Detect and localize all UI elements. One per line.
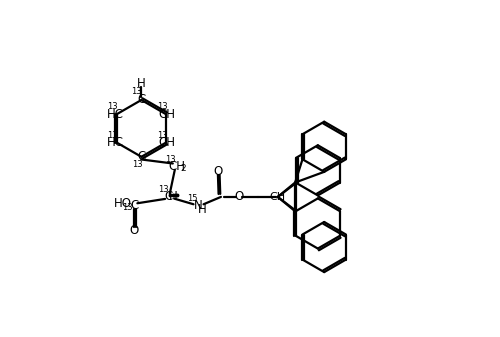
Text: H: H (169, 190, 178, 204)
Text: HO: HO (114, 197, 132, 210)
Text: H: H (198, 204, 207, 216)
Text: 2: 2 (180, 164, 186, 173)
Text: HC: HC (106, 136, 124, 149)
Text: CH: CH (159, 136, 176, 149)
Text: CH: CH (270, 192, 285, 202)
Text: 13: 13 (165, 155, 175, 164)
Text: C: C (130, 199, 138, 212)
Text: 13: 13 (132, 87, 142, 96)
Text: 13: 13 (108, 131, 118, 140)
Text: HC: HC (106, 108, 124, 121)
Text: 13: 13 (108, 102, 118, 111)
Text: 13: 13 (132, 160, 142, 168)
Text: CH: CH (168, 160, 186, 173)
Text: C: C (138, 93, 145, 106)
Text: 13: 13 (158, 185, 168, 194)
Text: 15: 15 (187, 194, 198, 203)
Text: O: O (130, 224, 138, 237)
Text: O: O (214, 165, 223, 178)
Text: O: O (234, 190, 244, 204)
Text: 13: 13 (156, 102, 168, 111)
Text: C: C (164, 190, 172, 204)
Text: 13: 13 (122, 203, 132, 212)
Text: N: N (194, 200, 203, 212)
Text: 13: 13 (156, 131, 168, 140)
Text: CH: CH (159, 108, 176, 121)
Text: H: H (137, 78, 146, 90)
Text: C: C (138, 150, 145, 163)
